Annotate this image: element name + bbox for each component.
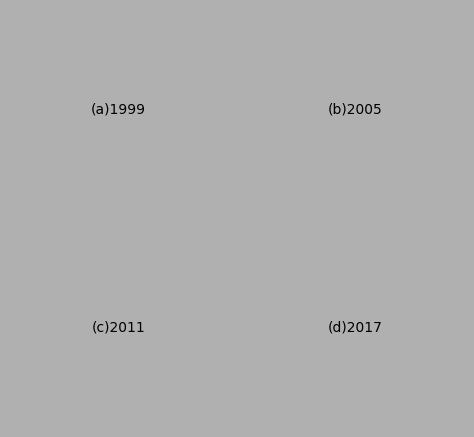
Text: (b)2005: (b)2005 [328, 102, 383, 116]
Text: (a)1999: (a)1999 [91, 102, 146, 116]
Text: (d)2017: (d)2017 [328, 321, 383, 335]
Text: (c)2011: (c)2011 [91, 321, 146, 335]
